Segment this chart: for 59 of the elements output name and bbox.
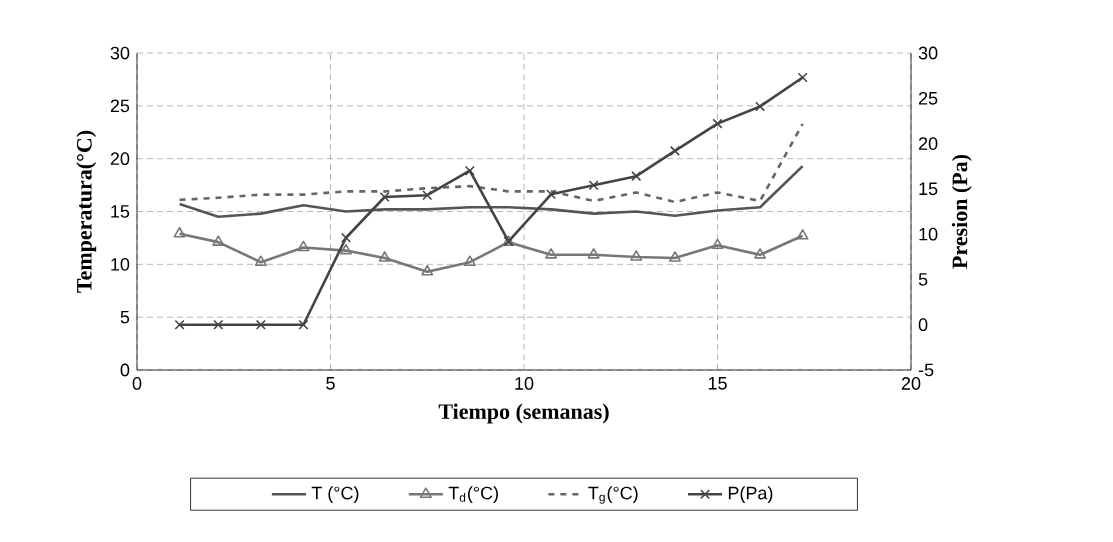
y2-tick-label: 10: [919, 227, 938, 241]
legend-label: T$_{g}$(°C): [588, 486, 638, 504]
y-axis-title: Temperatura(°C): [76, 130, 97, 293]
legend-label: T$_{d}$(°C): [448, 486, 498, 503]
x-tick-label: 10: [515, 377, 534, 390]
y-tick-label: 25: [110, 99, 130, 113]
y2-tick-label: 0: [918, 318, 928, 332]
point: [298, 319, 309, 330]
point: [174, 319, 185, 330]
y2-tick-label: 5: [918, 273, 928, 286]
y2-tick-label: 25: [918, 91, 938, 105]
point: [212, 235, 225, 246]
point: [464, 165, 475, 176]
point: [546, 189, 557, 200]
point: [254, 255, 267, 267]
y2-axis-title: Presion (Pa): [951, 154, 972, 269]
x-axis-title: Tiempo (semanas): [438, 403, 609, 424]
point: [545, 248, 558, 259]
y-tick-label: 30: [110, 46, 130, 60]
point: [668, 251, 681, 262]
x-tick-label: 5: [326, 377, 335, 390]
point: [339, 243, 352, 255]
point: [421, 264, 434, 276]
point: [630, 250, 643, 261]
x-tick-label: 0: [132, 377, 142, 390]
point: [587, 248, 600, 259]
point: [173, 226, 186, 238]
point: [797, 72, 808, 83]
point: [213, 319, 224, 330]
legend-label: T (°C): [311, 486, 359, 503]
legend-label: P(Pa): [728, 486, 773, 503]
point: [379, 191, 390, 203]
y-tick-label: 15: [111, 205, 130, 218]
x-tick-label: 20: [901, 377, 921, 390]
y2-tick-label: 20: [918, 137, 938, 150]
point: [712, 118, 723, 129]
point: [631, 171, 642, 182]
point: [422, 190, 433, 201]
y-tick-label: 20: [110, 152, 130, 166]
y-tick-label: 5: [120, 310, 130, 324]
line-series: [178, 122, 804, 204]
point: [711, 238, 724, 250]
y2-tick-label: 30: [918, 46, 938, 60]
y2-tick-label: -5: [918, 363, 934, 377]
point: [754, 248, 767, 259]
point: [297, 240, 310, 252]
point: [340, 232, 352, 243]
point: [463, 255, 476, 267]
line-series: [178, 164, 804, 219]
point: [255, 319, 266, 330]
y2-tick-label: 15: [919, 182, 938, 196]
point: [378, 251, 391, 262]
point: [588, 180, 599, 191]
x-tick-label: 15: [708, 377, 727, 390]
point: [669, 145, 680, 156]
y-tick-label: 0: [120, 363, 130, 377]
y-tick-label: 10: [111, 257, 130, 271]
point: [755, 101, 766, 112]
point: [796, 229, 809, 240]
